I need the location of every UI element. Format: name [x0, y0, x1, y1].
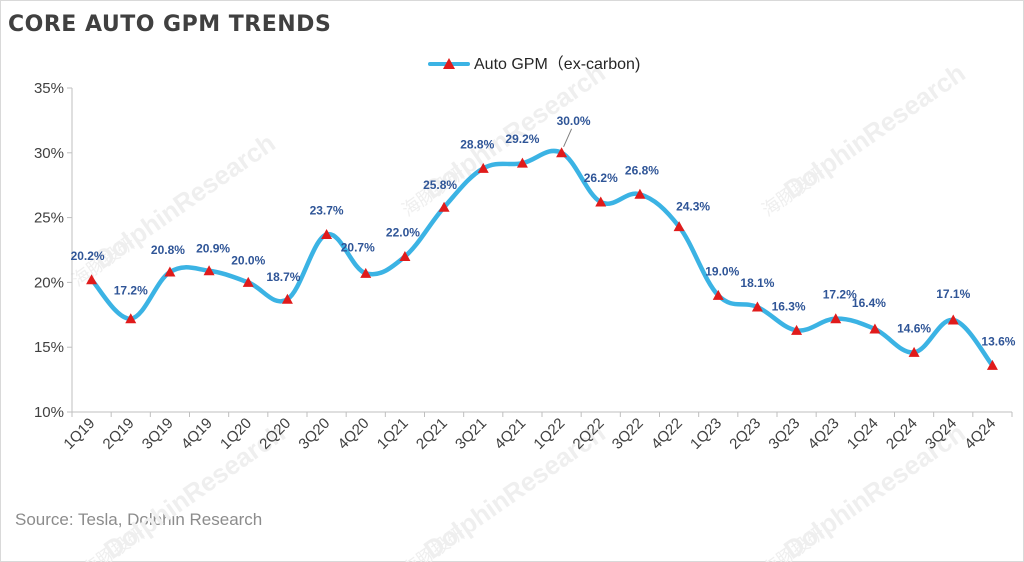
- data-point-marker: [399, 250, 411, 261]
- data-label-leader-line: [563, 128, 573, 148]
- data-label: 17.2%: [114, 284, 148, 298]
- y-tick-label: 35%: [34, 80, 64, 97]
- data-point-marker: [869, 323, 881, 334]
- data-label: 19.0%: [705, 264, 739, 278]
- y-tick-label: 25%: [34, 210, 64, 227]
- data-label: 20.2%: [71, 249, 105, 263]
- data-point-marker: [281, 293, 293, 304]
- x-tick-label: 4Q20: [335, 415, 373, 453]
- legend-entry-label: Auto GPM（ex-carbon): [474, 55, 640, 73]
- data-point-marker: [595, 196, 607, 207]
- x-tick-label: 1Q23: [687, 415, 725, 453]
- data-label: 14.6%: [897, 321, 931, 335]
- x-tick-label: 3Q23: [765, 415, 803, 453]
- data-point-marker: [164, 266, 176, 277]
- data-label: 29.2%: [505, 132, 539, 146]
- data-point-marker: [203, 265, 215, 276]
- data-point-marker: [125, 313, 137, 324]
- data-point-marker: [712, 289, 724, 300]
- data-label: 22.0%: [386, 225, 420, 239]
- x-tick-label: 4Q24: [961, 415, 999, 453]
- x-tick-label: 1Q19: [60, 415, 98, 453]
- data-point-marker: [438, 201, 450, 212]
- legend-marker-swatch: [443, 58, 455, 69]
- data-point-marker: [947, 314, 959, 325]
- data-label: 26.2%: [584, 171, 618, 185]
- data-label: 16.4%: [852, 296, 886, 310]
- data-label: 26.8%: [625, 163, 659, 177]
- x-tick-label: 2Q21: [413, 415, 451, 453]
- x-tick-label: 2Q19: [100, 415, 138, 453]
- data-label: 16.3%: [772, 299, 806, 313]
- data-label: 18.7%: [266, 270, 300, 284]
- y-tick-label: 30%: [34, 145, 64, 162]
- x-tick-label: 3Q21: [452, 415, 490, 453]
- data-point-marker: [516, 157, 528, 168]
- data-point-marker: [634, 188, 646, 199]
- source-note: Source: Tesla, Dolphin Research: [15, 510, 263, 529]
- data-label: 17.1%: [936, 287, 970, 301]
- x-tick-label: 4Q22: [648, 415, 686, 453]
- data-label: 20.0%: [231, 253, 265, 267]
- x-tick-label: 3Q19: [139, 415, 177, 453]
- x-tick-label: 4Q23: [805, 415, 843, 453]
- x-tick-label: 2Q23: [726, 415, 764, 453]
- data-label: 13.6%: [981, 334, 1015, 348]
- y-tick-label: 20%: [34, 274, 64, 291]
- data-label: 17.2%: [823, 288, 857, 302]
- x-tick-label: 1Q21: [374, 415, 412, 453]
- data-label: 28.8%: [460, 137, 494, 151]
- plot-area: 20.2% 17.2% 20.8% 20.9%20.0%18.7% 23.7% 20.7%…: [71, 114, 1016, 370]
- data-label: 18.1%: [740, 276, 774, 290]
- data-point-marker: [86, 274, 98, 285]
- chart-title: CORE AUTO GPM TRENDS: [8, 12, 332, 37]
- legend: Auto GPM（ex-carbon): [428, 55, 640, 73]
- data-point-marker: [751, 301, 763, 312]
- data-point-marker: [908, 346, 920, 357]
- data-point-marker: [477, 162, 489, 173]
- x-tick-label: 1Q24: [844, 415, 882, 453]
- data-point-marker: [830, 313, 842, 324]
- data-point-marker: [556, 147, 568, 158]
- data-label: 25.8%: [423, 178, 457, 192]
- data-point-marker: [673, 221, 685, 232]
- data-label: 24.3%: [676, 200, 710, 214]
- data-label: 23.7%: [310, 203, 344, 217]
- y-tick-label: 15%: [34, 339, 64, 356]
- data-label: 20.8%: [151, 243, 185, 257]
- x-tick-label: 4Q19: [178, 415, 216, 453]
- y-tick-label: 10%: [34, 404, 64, 421]
- data-label: 20.7%: [341, 240, 375, 254]
- data-label: 30.0%: [557, 114, 591, 128]
- data-point-marker: [360, 267, 372, 278]
- x-tick-label: 4Q21: [491, 415, 529, 453]
- data-point-marker: [242, 276, 254, 287]
- data-point-marker: [321, 228, 333, 239]
- x-tick-label: 3Q20: [295, 415, 333, 453]
- x-tick-label: 3Q22: [609, 415, 647, 453]
- data-label: 20.9%: [196, 242, 230, 256]
- data-point-marker: [791, 324, 803, 335]
- data-point-marker: [986, 359, 998, 370]
